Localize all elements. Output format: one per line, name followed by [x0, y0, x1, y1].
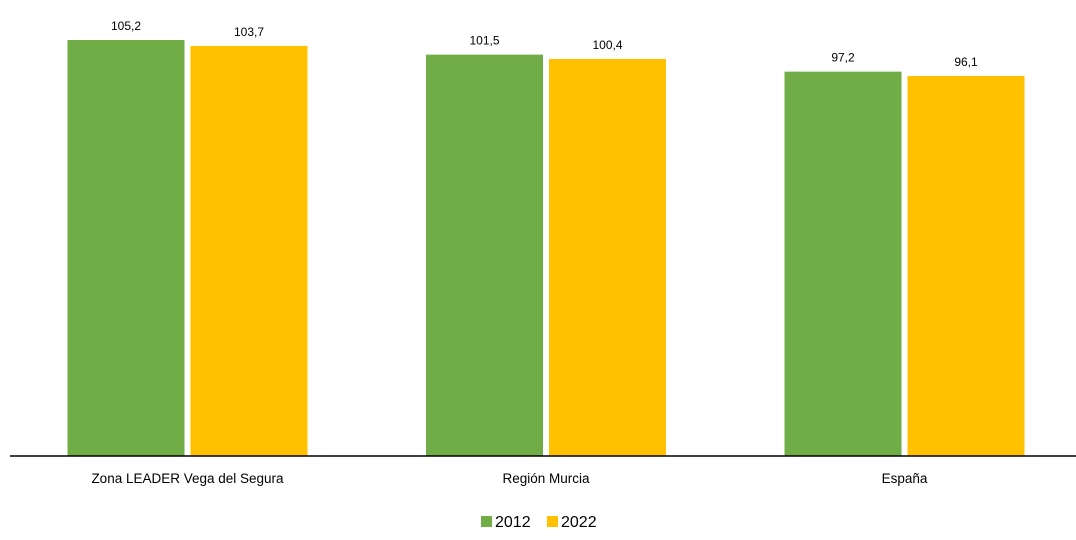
x-tick-labels: Zona LEADER Vega del Segura Región Murcia… — [91, 471, 927, 486]
legend-label-2022: 2022 — [561, 514, 597, 531]
bar-2012-2 — [784, 71, 902, 456]
legend: 2012 2022 — [481, 514, 597, 531]
bar-2022-0 — [190, 45, 308, 457]
data-label-2012-1: 101,5 — [469, 34, 499, 48]
bars-layer — [67, 40, 1025, 457]
bar-2022-2 — [907, 75, 1025, 456]
legend-swatch-2022 — [547, 516, 558, 527]
legend-label-2012: 2012 — [495, 514, 531, 531]
data-labels-layer: 105,2 103,7 101,5 100,4 97,2 96,1 — [111, 19, 978, 69]
x-tick-label-2: España — [882, 471, 928, 486]
bar-2012-0 — [67, 40, 185, 456]
data-label-2022-1: 100,4 — [592, 38, 622, 52]
data-label-2012-0: 105,2 — [111, 19, 141, 33]
data-label-2022-0: 103,7 — [234, 25, 264, 39]
data-label-2022-2: 96,1 — [954, 55, 978, 69]
bar-2022-1 — [549, 58, 666, 456]
data-label-2012-2: 97,2 — [831, 51, 855, 65]
bar-2012-1 — [426, 54, 543, 457]
x-tick-label-1: Región Murcia — [502, 471, 590, 486]
legend-swatch-2012 — [481, 516, 492, 527]
x-tick-label-0: Zona LEADER Vega del Segura — [91, 471, 284, 486]
